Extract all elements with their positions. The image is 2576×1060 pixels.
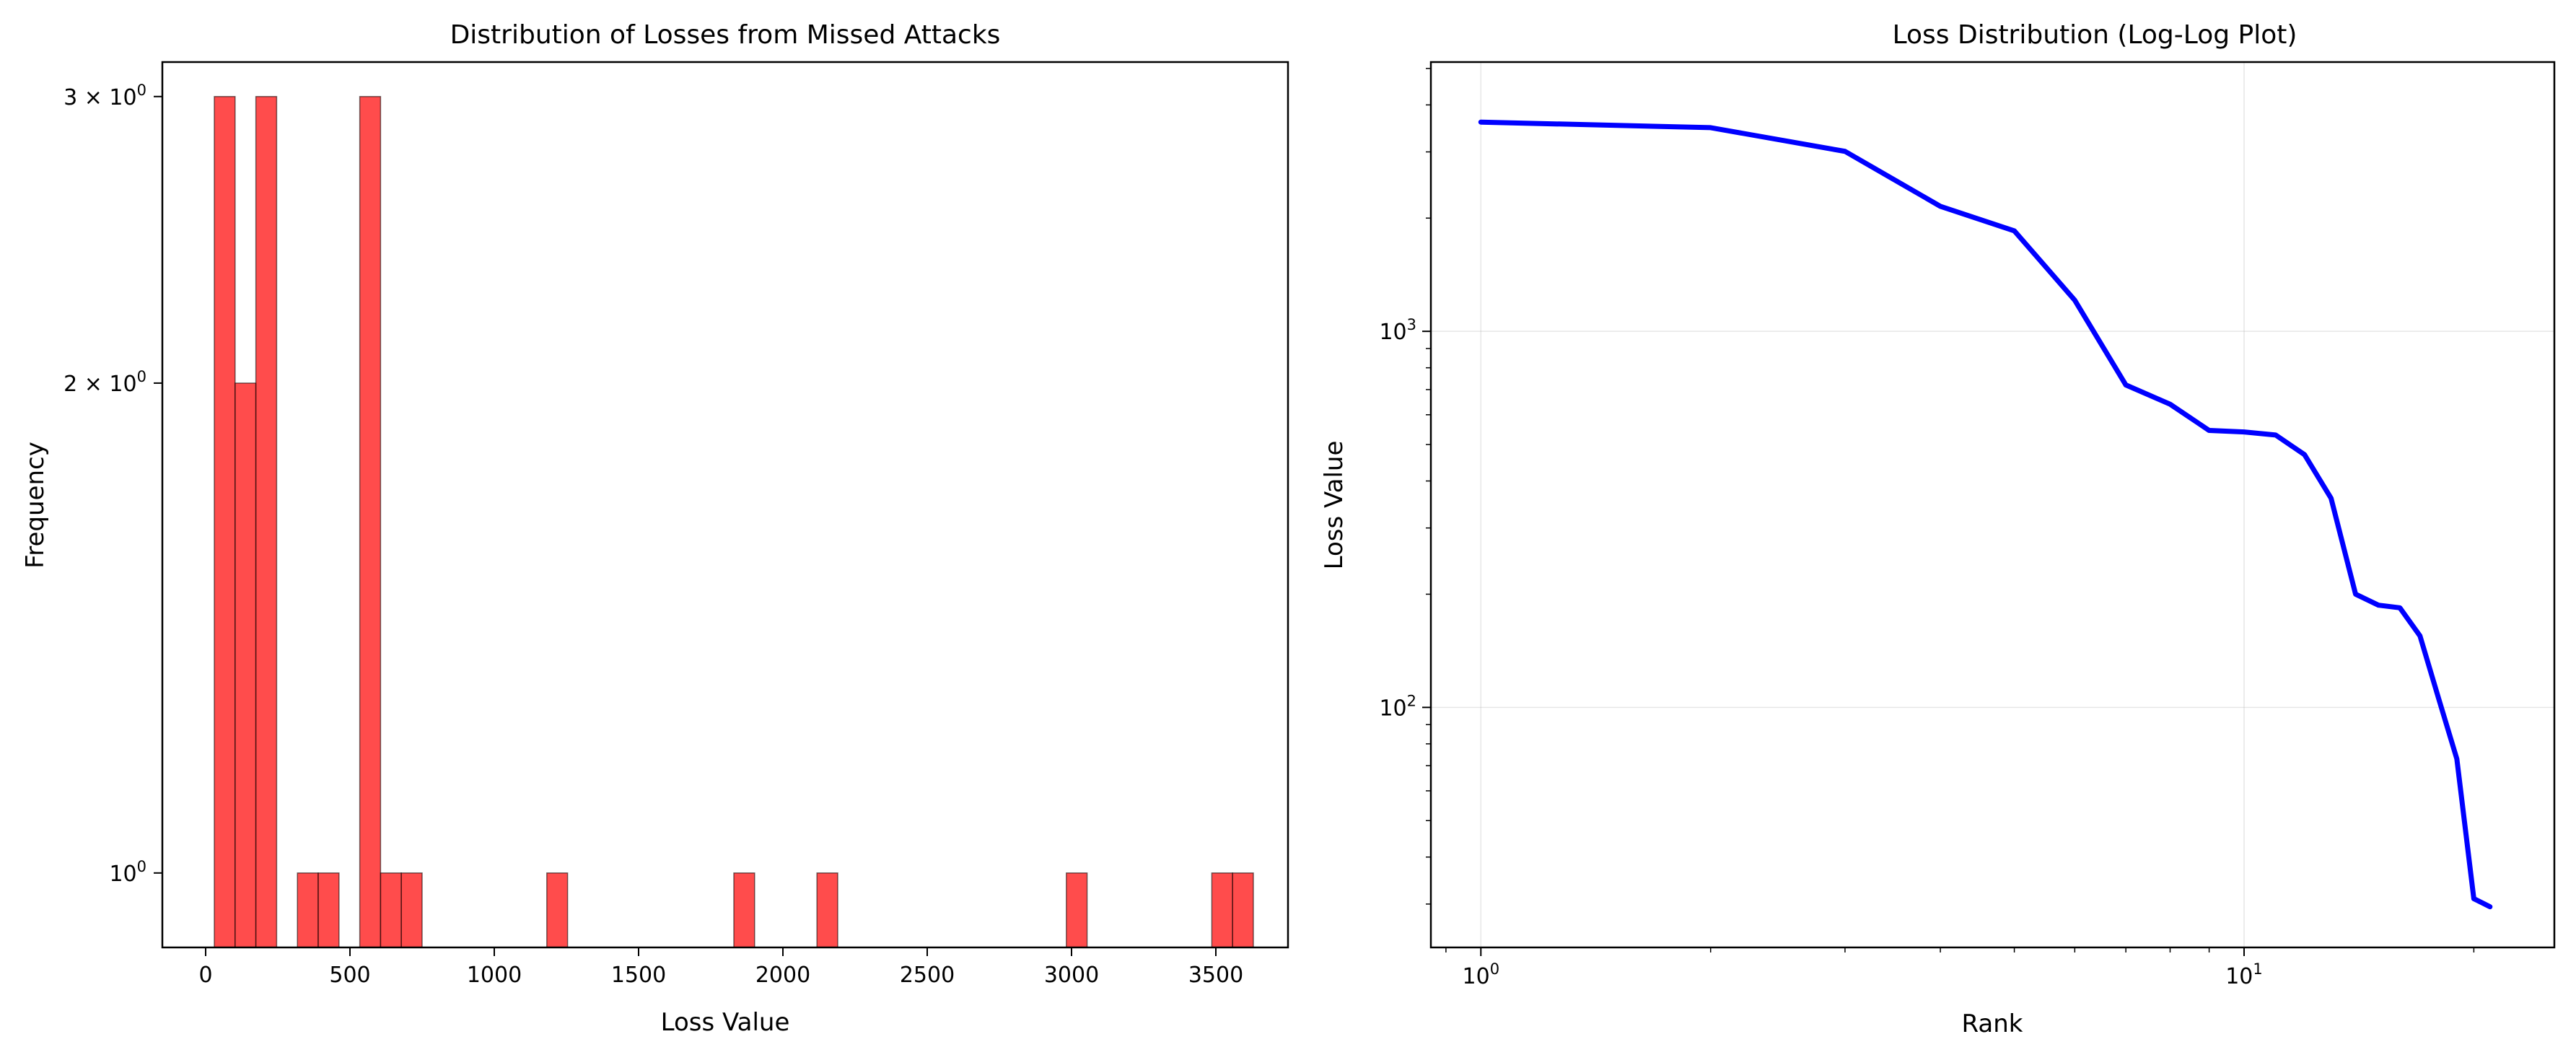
histogram-bar: [1232, 872, 1254, 948]
loglog-chart: Loss Distribution (Log-Log Plot) 100 101 …: [1320, 20, 2556, 1038]
histogram-x-tick-label: 3500: [1188, 963, 1243, 988]
loglog-x-tick-label: 101: [2225, 960, 2263, 989]
histogram-bar: [297, 872, 319, 948]
histogram-bar: [255, 96, 278, 948]
loglog-y-ticks: 102 103: [1379, 68, 1431, 905]
histogram-x-tick-label: 3000: [1044, 963, 1099, 988]
histogram-y-tick-label: 3 × 100: [63, 82, 146, 110]
histogram-bar: [400, 872, 423, 948]
loglog-x-ticks: 100 101: [1445, 947, 2475, 989]
histogram-bar: [816, 872, 838, 948]
histogram-plot-frame: [161, 61, 1289, 949]
histogram-y-tick-label: 100: [109, 858, 146, 887]
histogram-bar: [1211, 872, 1233, 948]
histogram-bar: [317, 872, 340, 948]
histogram-x-tick-label: 2500: [900, 963, 955, 988]
histogram-y-ticks: 3 × 100 2 × 100 100: [63, 82, 162, 887]
loglog-x-axis-label: Rank: [1962, 1009, 2023, 1038]
histogram-x-tick-label: 2000: [755, 963, 810, 988]
histogram-chart: Distribution of Losses from Missed Attac…: [21, 20, 1289, 1037]
histogram-x-tick-label: 1000: [467, 963, 522, 988]
histogram-x-tick-label: 0: [198, 963, 212, 988]
histogram-bar: [380, 872, 402, 948]
histogram-y-tick-label: 2 × 100: [63, 368, 146, 397]
loglog-plot-frame: [1429, 61, 2556, 949]
histogram-x-axis-label: Loss Value: [661, 1008, 790, 1037]
loglog-y-tick-label: 102: [1379, 692, 1416, 721]
histogram-title: Distribution of Losses from Missed Attac…: [450, 20, 1001, 50]
histogram-y-axis-label: Frequency: [21, 442, 50, 569]
loglog-y-axis-label: Loss Value: [1320, 441, 1349, 570]
histogram-bar: [1066, 872, 1088, 948]
histogram-bars: [214, 96, 1254, 948]
histogram-bar: [546, 872, 569, 948]
loglog-y-tick-label: 103: [1379, 316, 1416, 345]
histogram-x-ticks: 0 500 1000 1500 2000 2500 3000 3500: [198, 947, 1243, 988]
histogram-bar: [359, 96, 382, 948]
histogram-bar: [733, 872, 755, 948]
loglog-grid: [1431, 62, 2554, 947]
histogram-x-tick-label: 500: [329, 963, 370, 988]
histogram-x-tick-label: 1500: [611, 963, 666, 988]
histogram-bar: [214, 96, 236, 948]
loss-series-line: [1478, 119, 2493, 910]
loglog-x-tick-label: 100: [1463, 960, 1500, 989]
loglog-title: Loss Distribution (Log-Log Plot): [1893, 20, 2297, 50]
histogram-bar: [235, 382, 257, 948]
